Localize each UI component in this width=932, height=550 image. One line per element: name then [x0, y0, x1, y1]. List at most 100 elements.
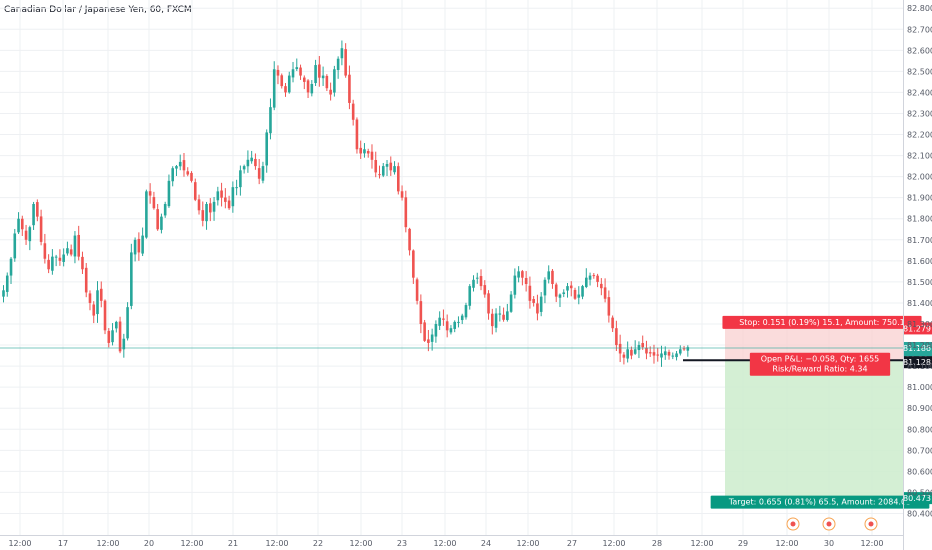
last-price-badge-text: 81.186: [903, 344, 931, 353]
x-tick-label: 29: [738, 539, 748, 548]
candle-body: [265, 132, 268, 166]
candle-body: [235, 187, 238, 189]
candle-body: [585, 277, 588, 287]
y-tick-label: 81.700: [907, 236, 932, 245]
position-overlays: Stop: 0.151 (0.19%) 15.1, Amount: 750.1 O…: [0, 315, 932, 531]
price-axis: 82.800 82.700 82.600 82.500 82.400 82.300 82.2…: [903, 0, 932, 550]
x-tick-label: 17: [58, 539, 68, 548]
candle-body: [528, 285, 532, 301]
candle-body: [276, 69, 280, 76]
candle-body: [137, 238, 141, 253]
y-tick-label: 81.800: [907, 215, 932, 224]
candle-body: [329, 89, 332, 95]
candle-body: [212, 201, 216, 212]
event-marker-dot: [826, 521, 832, 527]
candle-body: [419, 301, 423, 324]
candle-body: [257, 168, 261, 179]
candle-body: [359, 147, 362, 154]
target-price-badge-text: 80.473: [903, 494, 931, 503]
pnl-label-text: Risk/Reward Ratio: 4.34: [772, 365, 867, 374]
y-tick-label: 80.400: [907, 509, 932, 518]
candle-body: [588, 275, 592, 280]
candle-body: [430, 334, 434, 342]
candle-body: [667, 351, 671, 356]
candle-body: [333, 69, 336, 93]
candle-body: [513, 275, 517, 295]
candle-body: [381, 166, 385, 176]
x-tick-label: 12:00: [516, 539, 539, 548]
candle-body: [77, 234, 80, 257]
candle-body: [663, 351, 667, 356]
candle-body: [596, 275, 599, 282]
target-price-badge: [903, 492, 932, 505]
y-tick-label: 82.700: [907, 25, 932, 34]
candle-body: [385, 164, 389, 167]
candle-body: [592, 275, 596, 277]
candle-body: [370, 151, 374, 160]
candle-body: [306, 80, 310, 93]
x-tick-label: 21: [228, 539, 238, 548]
candle-body: [314, 65, 317, 84]
candle-body: [310, 84, 314, 94]
x-tick-label: 12:00: [860, 539, 883, 548]
candle-body: [648, 352, 652, 354]
candle-body: [618, 343, 622, 354]
candle-body: [547, 271, 550, 280]
candle-body: [130, 252, 133, 306]
y-tick-label: 81.200: [907, 341, 932, 350]
candle-body: [393, 166, 396, 173]
candle-body: [603, 287, 607, 299]
candle-body: [148, 191, 152, 196]
candle-body: [261, 166, 265, 181]
candle-body: [524, 277, 528, 284]
candle-body: [239, 170, 242, 188]
entry-price-badge-text: 81.128: [903, 358, 931, 367]
candle-body: [348, 74, 351, 103]
candle-body: [250, 157, 253, 162]
candle-body: [201, 210, 205, 221]
candle-body: [182, 160, 186, 171]
candle-body: [581, 286, 584, 297]
candle-body: [641, 343, 644, 348]
candle-body: [389, 162, 393, 171]
y-tick-label: 81.500: [907, 278, 932, 287]
x-tick-label: 12:00: [602, 539, 625, 548]
stop-label: Stop: 0.151 (0.19%) 15.1, Amount: 750.1: [722, 315, 922, 329]
candle-body: [562, 292, 566, 295]
candle-body: [36, 202, 39, 217]
candle-body: [577, 294, 581, 298]
candle-body: [73, 235, 77, 257]
candle-body: [54, 256, 58, 258]
candle-body: [280, 75, 284, 87]
candle-body: [13, 233, 17, 259]
candle-body: [246, 159, 250, 167]
y-tick-label: 82.200: [907, 131, 932, 140]
y-tick-label: 82.100: [907, 152, 932, 161]
candle-body: [675, 353, 678, 358]
candle-body: [115, 321, 118, 329]
candle-body: [156, 209, 159, 230]
candle-body: [671, 355, 675, 357]
candle-body: [543, 279, 547, 296]
y-tick-label: 81.400: [907, 299, 932, 308]
y-tick-label: 82.500: [907, 67, 932, 76]
candle-body: [434, 324, 438, 337]
candle-body: [494, 313, 498, 328]
event-marker-icon: [786, 517, 800, 531]
candle-body: [637, 345, 641, 351]
candle-body: [498, 313, 502, 315]
candle-body: [190, 172, 193, 181]
event-marker-icon: [864, 517, 878, 531]
candle-body: [400, 191, 404, 198]
candle-body: [483, 285, 487, 295]
candle-body: [81, 256, 84, 270]
candle-body: [171, 168, 174, 182]
candle-body: [566, 286, 569, 291]
candle-body: [17, 218, 20, 233]
candle-body: [220, 190, 223, 198]
candle-body: [96, 290, 99, 315]
candle-body: [412, 250, 415, 278]
candle-body: [475, 277, 479, 279]
